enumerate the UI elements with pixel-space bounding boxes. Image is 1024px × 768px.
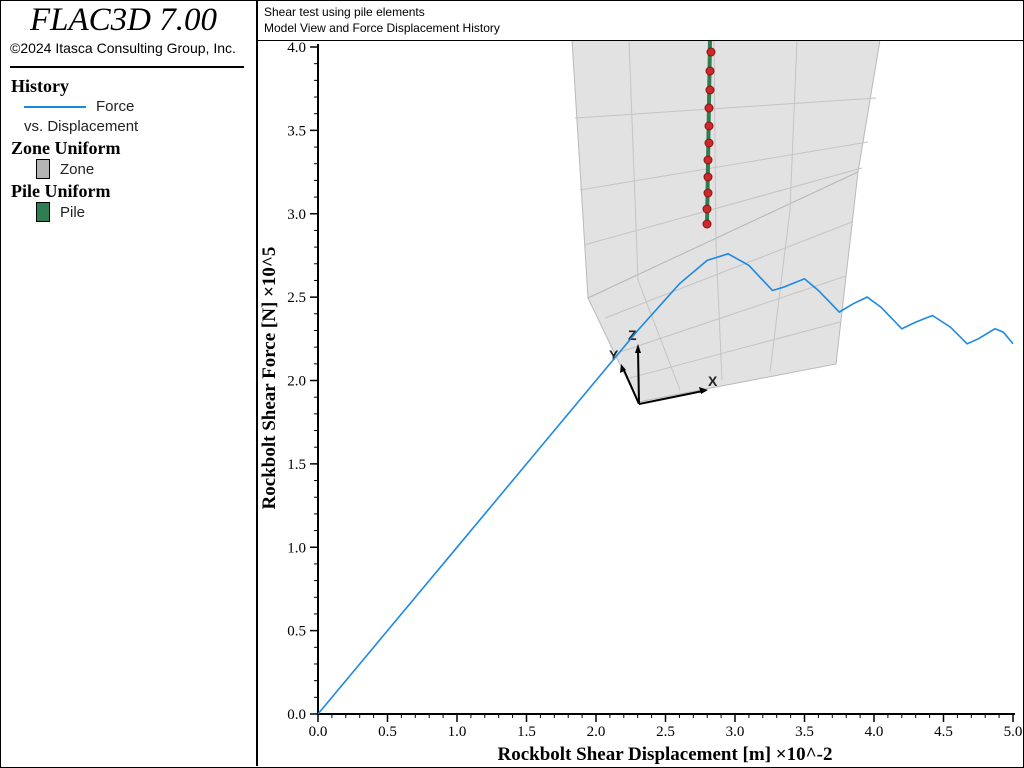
legend-zone-label: Zone (60, 161, 95, 178)
pile-node (703, 172, 713, 182)
legend-history-heading: History (11, 76, 69, 96)
pile-node (704, 138, 714, 148)
legend-pile-heading: Pile Uniform (11, 181, 111, 201)
app-title: FLAC3D 7.00 (30, 2, 218, 38)
triad-x-label: X (708, 373, 718, 389)
plot-subtitle: Model View and Force Displacement Histor… (264, 21, 500, 35)
y-tick-label: 0.5 (287, 624, 306, 640)
x-tick-label: 0.0 (309, 724, 328, 740)
x-tick-label: 2.5 (656, 724, 675, 740)
y-tick-label: 3.5 (287, 123, 306, 139)
legend-zone-heading: Zone Uniform (11, 138, 121, 158)
x-tick-label: 2.0 (587, 724, 606, 740)
zone-color-swatch (36, 159, 50, 179)
triad-y-label: Y (609, 347, 619, 363)
y-tick-label: 1.0 (287, 540, 306, 556)
pile-node (704, 121, 714, 131)
history-line-swatch (24, 106, 86, 108)
x-tick-label: 3.0 (726, 724, 745, 740)
pile-node (706, 47, 716, 57)
plot-title: Shear test using pile elements (264, 5, 425, 19)
pile-node (703, 188, 713, 198)
y-tick-label: 2.0 (287, 374, 306, 390)
zone-grid-lines (574, 41, 877, 391)
triad-y-axis (622, 367, 640, 405)
force-displacement-line (318, 252, 1014, 714)
axis-ticks (310, 46, 1014, 722)
legend-panel: FLAC3D 7.00 ©2024 Itasca Consulting Grou… (0, 0, 258, 766)
axes-triad (620, 344, 708, 405)
x-tick-label: 4.5 (934, 724, 953, 740)
legend-history-label: Force (96, 98, 135, 115)
triad-z-axis (637, 348, 640, 405)
y-tick-label: 3.0 (287, 207, 306, 223)
plot-header: Shear test using pile elements Model Vie… (258, 0, 1023, 41)
x-tick-label: 3.5 (795, 724, 814, 740)
triad-z-arrow (635, 344, 641, 353)
y-tick-label: 0.0 (287, 707, 306, 723)
x-axis-label: Rockbolt Shear Displacement [m] ×10^-2 (498, 744, 833, 765)
pile-node (703, 155, 713, 165)
x-tick-label: 0.5 (378, 724, 397, 740)
pile-node (705, 85, 715, 95)
axis-tick-labels: 0.0 0.5 1.0 1.5 2.0 2.5 3.0 3.5 4.0 4.5 5.0 0.0 0.5 1… (287, 40, 1022, 740)
pile-node (702, 204, 712, 214)
pile-node (705, 66, 715, 76)
legend-pile-label: Pile (60, 204, 86, 221)
triad-y-arrow (620, 364, 626, 373)
triad-x-arrow (699, 387, 708, 394)
legend-history-sub: vs. Displacement (24, 118, 139, 135)
x-tick-label: 1.5 (517, 724, 536, 740)
pile-node (704, 103, 714, 113)
y-tick-label: 2.5 (287, 290, 306, 306)
model-view: Z X Y (571, 41, 881, 405)
y-tick-label: 1.5 (287, 457, 306, 473)
x-tick-label: 5.0 (1004, 724, 1023, 740)
triad-x-axis (638, 390, 704, 405)
pile-color-swatch (36, 202, 50, 222)
triad-z-label: Z (628, 327, 637, 343)
pile-nodes (702, 47, 716, 229)
pile-node (702, 219, 712, 229)
x-tick-label: 1.0 (448, 724, 467, 740)
y-axis-label: Rockbolt Shear Force [N] ×10^5 (259, 247, 280, 510)
x-tick-label: 4.0 (865, 724, 884, 740)
y-tick-label: 4.0 (287, 40, 306, 56)
copyright: ©2024 Itasca Consulting Group, Inc. (10, 40, 236, 56)
legend-divider (10, 66, 244, 68)
